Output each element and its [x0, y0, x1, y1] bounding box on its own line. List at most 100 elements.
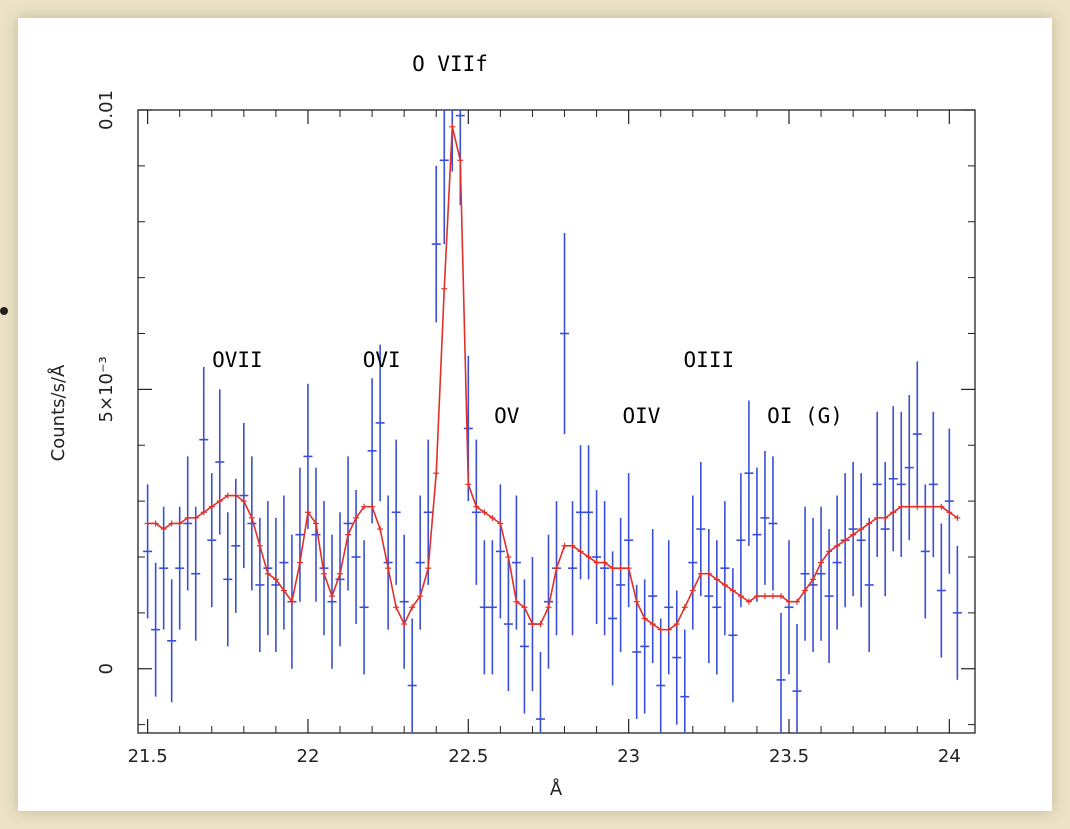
data-point: [848, 462, 858, 597]
model-marker: [777, 593, 784, 600]
model-marker: [689, 587, 696, 594]
x-tick-label: 21.5: [128, 746, 168, 767]
data-point: [199, 367, 209, 513]
data-point: [792, 624, 802, 733]
model-marker: [425, 565, 432, 572]
model-marker: [369, 503, 376, 510]
model-marker: [858, 526, 865, 533]
data-point: [399, 534, 409, 669]
data-point: [912, 361, 922, 507]
line-annotations: OVII OVI OV OIV OIII OI (G): [212, 348, 843, 428]
model-marker: [737, 593, 744, 600]
model-marker: [321, 570, 327, 577]
model-marker: [705, 570, 712, 577]
model-marker: [449, 123, 456, 130]
model-marker: [481, 509, 488, 516]
x-tick-label: 24: [938, 746, 961, 767]
model-marker: [280, 587, 287, 594]
data-point: [752, 467, 762, 602]
model-marker: [577, 548, 584, 555]
data-point: [415, 495, 425, 630]
data-point: [407, 618, 417, 733]
model-marker: [930, 503, 937, 510]
data-point: [864, 517, 874, 652]
data-point: [495, 484, 505, 619]
y-axis-label: Counts/s/Å: [47, 364, 69, 461]
plot-area: [137, 109, 976, 734]
data-point: [944, 428, 954, 574]
data-point: [928, 411, 938, 557]
axis-labels: O VIIf Å Counts/s/Å: [47, 52, 563, 800]
data-point: [303, 383, 313, 530]
model-marker: [353, 514, 360, 521]
model-marker: [312, 520, 319, 527]
data-point: [215, 389, 225, 535]
model-marker: [954, 514, 961, 521]
model-marker: [401, 621, 408, 628]
data-point: [543, 534, 553, 669]
model-marker: [938, 503, 945, 510]
data-point: [688, 495, 698, 630]
data-point: [664, 540, 674, 675]
data-point: [952, 545, 962, 680]
model-marker: [906, 503, 913, 510]
data-point: [167, 579, 177, 703]
y-tick-label: 0: [96, 663, 117, 674]
model-marker: [882, 514, 889, 521]
data-point: [904, 394, 914, 541]
model-marker: [842, 537, 849, 544]
model-marker: [810, 576, 817, 583]
model-marker: [160, 526, 167, 533]
model-marker: [216, 498, 223, 505]
figure-frame: [18, 18, 1052, 811]
data-point: [391, 439, 401, 585]
data-point: [239, 422, 249, 569]
data-point: [816, 506, 826, 641]
model-marker: [850, 531, 857, 538]
data-point: [800, 506, 810, 641]
data-point: [704, 529, 714, 664]
data-point: [431, 165, 441, 323]
data-point: [808, 517, 818, 652]
model-marker: [240, 498, 247, 505]
model-marker: [473, 503, 480, 510]
model-marker: [761, 593, 768, 600]
data-point: [896, 411, 906, 557]
model-marker: [609, 565, 616, 572]
model-marker: [553, 565, 560, 572]
model-marker: [224, 492, 231, 499]
model-marker: [922, 503, 929, 510]
model-marker: [745, 598, 752, 605]
model-marker: [890, 509, 897, 516]
model-marker: [794, 598, 801, 605]
data-point: [680, 629, 690, 733]
model-marker: [184, 514, 191, 521]
line-label: OIII: [684, 348, 735, 372]
ticks: 21.5 22 22.5 23 23.5 24 0 5×10⁻³ 0.01: [96, 90, 975, 767]
data-point: [247, 456, 257, 591]
model-marker: [433, 470, 440, 477]
data-point: [479, 540, 489, 675]
model-marker: [818, 559, 825, 566]
model-marker: [329, 593, 336, 600]
model-marker: [489, 514, 496, 521]
data-point: [319, 501, 329, 636]
model-marker: [537, 621, 544, 628]
data-point: [255, 517, 265, 652]
data-point: [367, 378, 377, 524]
model-marker: [769, 593, 776, 600]
model-marker: [337, 570, 344, 577]
model-marker: [513, 598, 520, 605]
model-marker: [898, 503, 905, 510]
data-point: [439, 110, 449, 245]
model-marker: [393, 604, 400, 611]
data-point: [311, 467, 321, 602]
data-point: [640, 579, 650, 714]
y-tick-label: 5×10⁻³: [96, 356, 117, 422]
model-marker: [192, 514, 199, 521]
model-marker: [256, 542, 263, 549]
data-point: [231, 478, 241, 613]
data-point: [880, 462, 890, 597]
data-point: [143, 484, 153, 619]
data-point: [744, 400, 754, 546]
